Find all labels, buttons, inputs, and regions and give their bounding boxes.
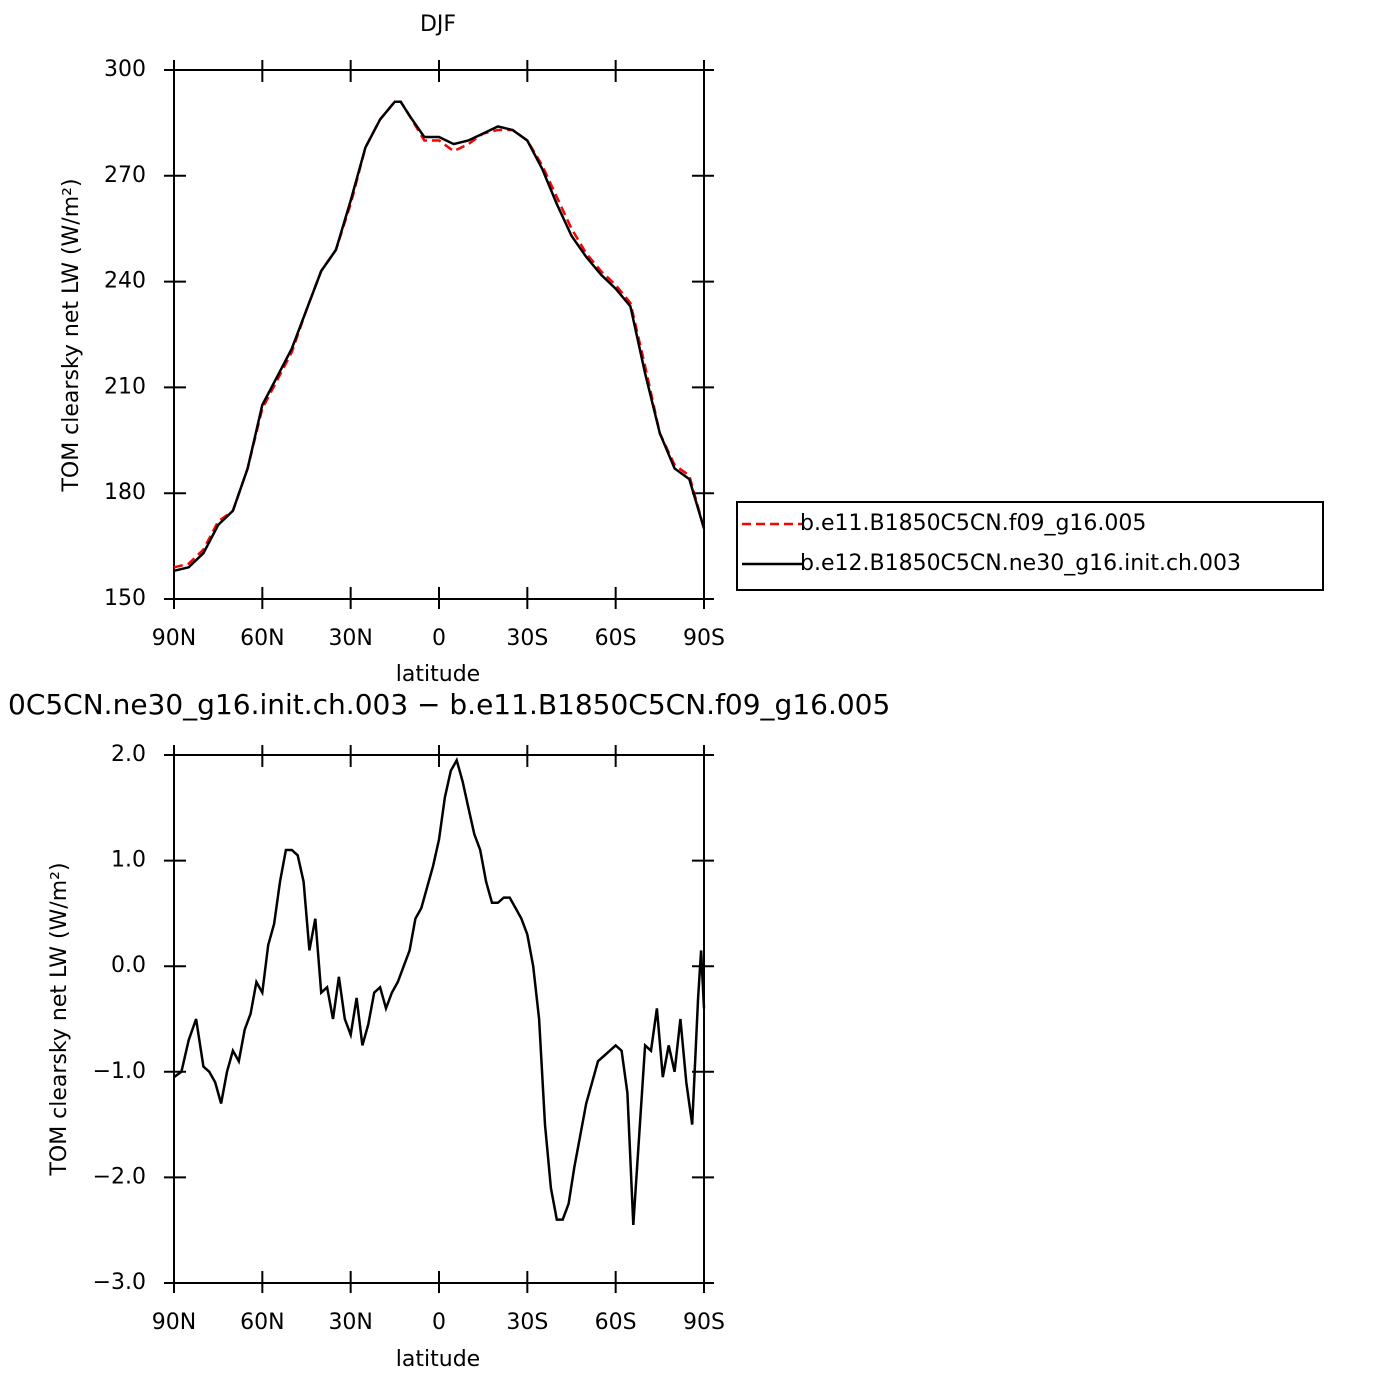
y-tick-label: 300	[104, 57, 146, 82]
y-tick-label: 210	[104, 374, 146, 399]
y-axis-label: TOM clearsky net LW (W/m²)	[47, 862, 72, 1176]
series-line	[173, 757, 706, 1225]
x-tick-label: 0	[432, 626, 446, 651]
legend-label: b.e12.B1850C5CN.ne30_g16.init.ch.003	[800, 551, 1241, 576]
x-tick-label: 30N	[328, 626, 372, 651]
y-tick-label: 1.0	[111, 848, 146, 873]
plot-frame	[173, 69, 705, 600]
y-tick-label: 270	[104, 163, 146, 188]
x-tick-label: 90N	[152, 1310, 196, 1335]
x-tick-label: 60N	[240, 626, 284, 651]
y-axis-label: TOM clearsky net LW (W/m²)	[59, 178, 84, 492]
x-tick-label: 30N	[328, 1310, 372, 1335]
legend-label: b.e11.B1850C5CN.f09_g16.005	[800, 511, 1146, 536]
x-tick-label: 0	[432, 1310, 446, 1335]
x-axis-label: latitude	[396, 662, 480, 687]
chart-title: DJF	[420, 12, 456, 37]
series-line	[173, 100, 706, 569]
series-line	[173, 100, 706, 573]
x-tick-label: 90S	[683, 626, 725, 651]
y-tick-label: 150	[104, 586, 146, 611]
y-tick-label: 180	[104, 480, 146, 505]
x-tick-label: 30S	[506, 1310, 548, 1335]
x-tick-label: 30S	[506, 626, 548, 651]
y-tick-label: 2.0	[111, 742, 146, 767]
x-tick-label: 60N	[240, 1310, 284, 1335]
x-axis-label: latitude	[396, 1347, 480, 1372]
x-tick-label: 60S	[595, 1310, 637, 1335]
x-tick-label: 60S	[595, 626, 637, 651]
legend-box	[736, 501, 1324, 591]
y-tick-label: 240	[104, 269, 146, 294]
y-tick-label: 0.0	[111, 953, 146, 978]
x-tick-label: 90S	[683, 1310, 725, 1335]
y-tick-label: −1.0	[93, 1059, 146, 1084]
chart-title: 0C5CN.ne30_g16.init.ch.003 − b.e11.B1850…	[8, 688, 890, 721]
y-tick-label: −2.0	[93, 1164, 146, 1189]
y-tick-label: −3.0	[93, 1270, 146, 1295]
x-tick-label: 90N	[152, 626, 196, 651]
